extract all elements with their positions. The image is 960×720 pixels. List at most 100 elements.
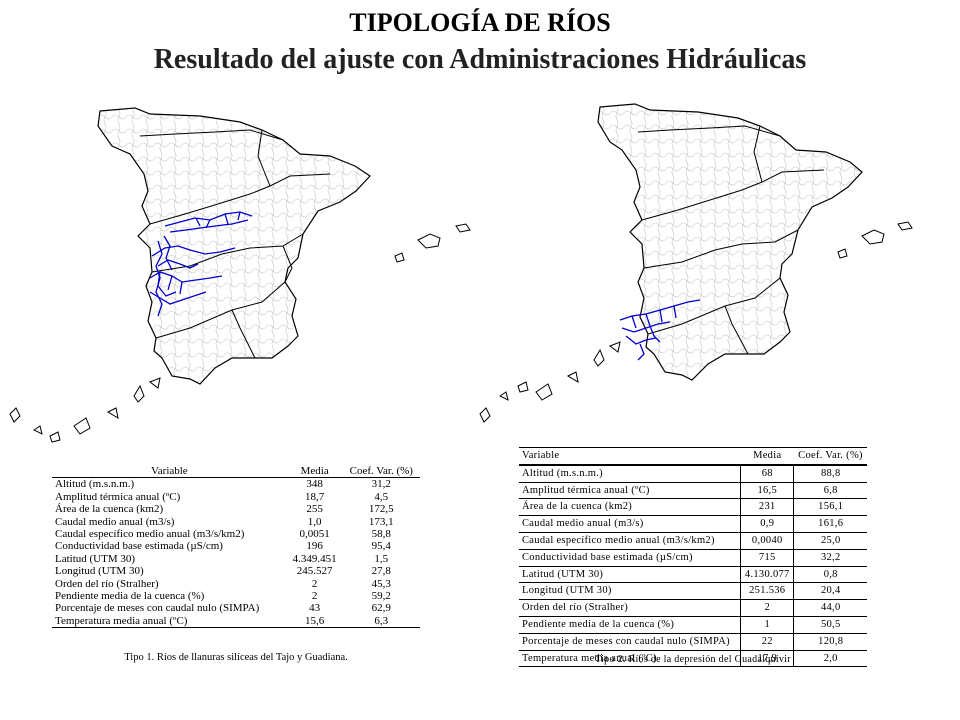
cell-variable: Amplitud térmica anual (ºC) bbox=[519, 482, 741, 500]
cell-media: 245.527 bbox=[296, 565, 333, 578]
cell-variable: Latitud (UTM 30) bbox=[519, 566, 741, 584]
table-row: Conductividad base estimada (µS/cm) 715 32… bbox=[519, 549, 867, 567]
cell-coef-var: 59,2 bbox=[371, 590, 391, 603]
cell-media: 2 bbox=[311, 590, 318, 603]
cell-variable: Caudal medio anual (m3/s) bbox=[55, 515, 175, 528]
table-row: Porcentaje de meses con caudal nulo (SIM… bbox=[52, 602, 420, 614]
cell-variable: Pendiente media de la cuenca (%) bbox=[55, 590, 205, 603]
cell-variable: Caudal medio anual (m3/s) bbox=[519, 515, 741, 533]
canary-islands bbox=[9, 377, 161, 443]
cell-media: 68 bbox=[740, 464, 794, 483]
cell-coef-var: 62,9 bbox=[371, 602, 391, 615]
cell-media: 251.536 bbox=[740, 582, 794, 601]
table-row: Caudal medio anual (m3/s) 0,9 161,6 bbox=[519, 515, 867, 533]
canary-islands bbox=[479, 341, 621, 423]
cell-coef-var: 1,5 bbox=[374, 552, 389, 565]
table-row: Orden del río (Stralher) 2 45,3 bbox=[52, 578, 420, 590]
cell-variable: Porcentaje de meses con caudal nulo (SIM… bbox=[55, 602, 260, 615]
table-row: Caudal medio anual (m3/s) 1,0 173,1 bbox=[52, 516, 420, 528]
cell-coef-var: 45,3 bbox=[371, 577, 391, 590]
header-variable: Variable bbox=[519, 446, 741, 466]
cell-coef-var: 44,0 bbox=[793, 599, 867, 617]
peninsula-outline bbox=[97, 107, 371, 385]
cell-media: 715 bbox=[740, 549, 794, 567]
cell-coef-var: 88,8 bbox=[793, 464, 867, 483]
cell-coef-var: 156,1 bbox=[793, 498, 867, 517]
cell-media: 17,9 bbox=[740, 650, 794, 668]
table-row: Altitud (m.s.n.m.) 68 88,8 bbox=[519, 464, 867, 483]
table-2-caption: Tipo 2. Ríos de la depresión del Guadalq… bbox=[595, 654, 791, 665]
cell-coef-var: 95,4 bbox=[371, 540, 391, 553]
cell-media: 231 bbox=[740, 498, 794, 517]
table-row: Temperatura media anual (ºC) 17,9 2,0 bbox=[519, 650, 867, 668]
cell-coef-var: 6,8 bbox=[793, 482, 867, 500]
cell-coef-var: 20,4 bbox=[793, 582, 867, 601]
cell-coef-var: 58,8 bbox=[371, 528, 391, 541]
cell-variable: Caudal específico medio anual (m3/s/km2) bbox=[519, 532, 741, 550]
balearic-islands bbox=[394, 223, 471, 263]
cell-variable: Latitud (UTM 30) bbox=[55, 552, 136, 565]
cell-variable: Conductividad base estimada (µS/cm) bbox=[55, 540, 223, 553]
header-coef-var: Coef. Var. (%) bbox=[342, 465, 420, 479]
table-type-1: Variable Media Coef. Var. (%) Altitud (m… bbox=[52, 465, 420, 629]
cell-variable: Altitud (m.s.n.m.) bbox=[519, 464, 741, 483]
cell-coef-var: 120,8 bbox=[793, 633, 867, 651]
cell-coef-var: 0,8 bbox=[793, 566, 867, 584]
table-row: Temperatura media anual (ºC) 15,6 6,3 bbox=[52, 614, 420, 629]
cell-coef-var: 6,3 bbox=[342, 614, 420, 629]
cell-media: 0,0051 bbox=[299, 528, 330, 541]
table-row: Pendiente media de la cuenca (%) 2 59,2 bbox=[52, 590, 420, 602]
cell-variable: Amplitud térmica anual (ºC) bbox=[55, 490, 181, 503]
cell-coef-var: 161,6 bbox=[793, 515, 867, 533]
cell-variable: Longitud (UTM 30) bbox=[519, 582, 741, 601]
cell-media: 2 bbox=[740, 599, 794, 617]
basin-boundaries bbox=[139, 129, 331, 359]
table-1-caption: Tipo 1. Ríos de llanuras silíceas del Ta… bbox=[124, 652, 348, 663]
cell-variable: Conductividad base estimada (µS/cm) bbox=[519, 549, 741, 567]
cell-variable: Altitud (m.s.n.m.) bbox=[55, 478, 135, 491]
cell-media: 18,7 bbox=[305, 490, 325, 503]
table-row: Caudal específico medio anual (m3/s/km2)… bbox=[519, 532, 867, 550]
table-header-row: Variable Media Coef. Var. (%) bbox=[519, 446, 867, 466]
cell-variable: Longitud (UTM 30) bbox=[55, 565, 144, 578]
cell-media: 1 bbox=[740, 616, 794, 634]
cell-media: 15,6 bbox=[286, 614, 343, 629]
table-row: Pendiente media de la cuenca (%) 1 50,5 bbox=[519, 616, 867, 634]
cell-coef-var: 31,2 bbox=[371, 478, 391, 491]
table-row: Amplitud térmica anual (ºC) 16,5 6,8 bbox=[519, 482, 867, 500]
table-row: Caudal específico medio anual (m3/s/km2)… bbox=[52, 528, 420, 540]
cell-variable: Pendiente media de la cuenca (%) bbox=[519, 616, 741, 634]
highlighted-rivers bbox=[619, 299, 701, 361]
table-row: Altitud (m.s.n.m.) 348 31,2 bbox=[52, 478, 420, 491]
table-type-2: Variable Media Coef. Var. (%) Altitud (m… bbox=[519, 446, 867, 668]
cell-media: 1,0 bbox=[307, 515, 322, 528]
cell-variable: Orden del río (Stralher) bbox=[55, 577, 159, 590]
table-row: Área de la cuenca (km2) 231 156,1 bbox=[519, 498, 867, 517]
cell-media: 22 bbox=[740, 633, 794, 651]
cell-media: 348 bbox=[306, 478, 323, 491]
cell-media: 2 bbox=[311, 577, 318, 590]
cell-variable: Área de la cuenca (km2) bbox=[55, 503, 164, 516]
cell-variable: Porcentaje de meses con caudal nulo (SIM… bbox=[519, 633, 741, 651]
cell-coef-var: 4,5 bbox=[374, 490, 389, 503]
highlighted-rivers bbox=[149, 211, 253, 317]
table-row: Amplitud térmica anual (ºC) 18,7 4,5 bbox=[52, 491, 420, 503]
table-header-row: Variable Media Coef. Var. (%) bbox=[52, 465, 420, 479]
table-row: Orden del río (Stralher) 2 44,0 bbox=[519, 599, 867, 617]
table-row: Porcentaje de meses con caudal nulo (SIM… bbox=[519, 633, 867, 651]
map-type-2 bbox=[479, 103, 913, 423]
cell-media: 0,0040 bbox=[740, 532, 794, 550]
cell-coef-var: 2,0 bbox=[793, 650, 867, 668]
header-media: Media bbox=[740, 446, 794, 466]
cell-variable: Orden del río (Stralher) bbox=[519, 599, 741, 617]
cell-coef-var: 27,8 bbox=[371, 565, 391, 578]
cell-media: 4.349.451 bbox=[292, 552, 337, 565]
balearic-islands bbox=[837, 221, 913, 259]
table-row: Longitud (UTM 30) 251.536 20,4 bbox=[519, 582, 867, 601]
cell-media: 0,9 bbox=[740, 515, 794, 533]
cell-media: 43 bbox=[309, 602, 321, 615]
basin-boundaries bbox=[637, 125, 825, 355]
header-variable: Variable bbox=[52, 465, 287, 479]
cell-media: 255 bbox=[306, 503, 323, 516]
table-row: Área de la cuenca (km2) 255 172,5 bbox=[52, 503, 420, 515]
